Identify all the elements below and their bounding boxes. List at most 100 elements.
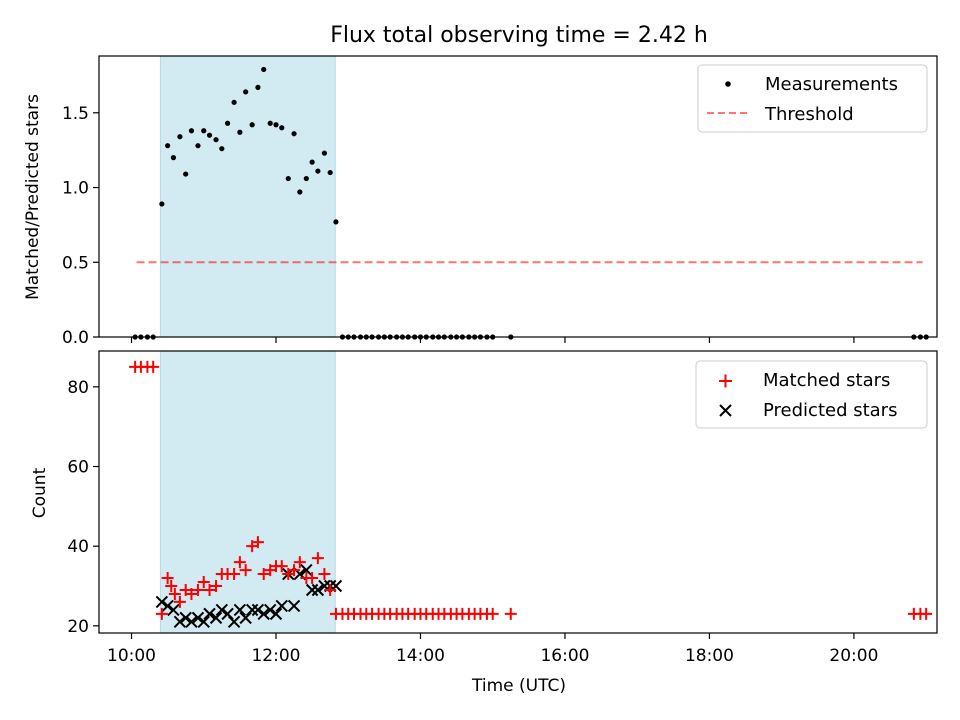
bottom-legend-box [695, 360, 928, 429]
measurement-point [255, 84, 261, 90]
predicted-star-marker [185, 615, 198, 629]
top-legend: Measurements Threshold [697, 64, 928, 133]
measurement-point [333, 219, 339, 225]
matched-star-marker [161, 572, 174, 585]
predicted-star-marker [311, 583, 325, 597]
predicted-star-marker [264, 603, 277, 617]
top-legend-box [697, 64, 928, 133]
predicted-star-marker [203, 607, 216, 621]
measurement-point [201, 128, 207, 134]
top-y-axis-label: Matched/Predicted stars [23, 94, 43, 300]
bottom-legend: Matched stars Predicted stars [695, 360, 928, 429]
predicted-star-marker [300, 563, 313, 577]
top-panel: 0.0 0.5 1.0 1.5 Matched/Predicted stars Mea… [23, 55, 938, 348]
predicted-star-marker [215, 603, 229, 617]
top-y-tick-label: 1.5 [62, 104, 89, 124]
matched-star-marker [203, 583, 216, 596]
legend-measurements-label: Measurements [765, 74, 898, 95]
bot-observing-window [159, 350, 336, 634]
predicted-star-marker [191, 611, 205, 625]
matched-star-marker [306, 572, 319, 585]
measurement-point [303, 175, 309, 182]
bottom-panel-frame [98, 350, 938, 634]
legend-matched-label: Matched stars [763, 370, 890, 391]
legend-predicted-label: Predicted stars [763, 400, 897, 421]
predicted-star-marker [155, 595, 169, 609]
x-tick-label: 14:00 [396, 646, 445, 666]
measurement-point [261, 66, 267, 73]
measurement-point [219, 146, 225, 152]
x-tick-label: 12:00 [251, 646, 300, 666]
predicted-star-marker [179, 611, 192, 625]
top-y-tick-label: 0.5 [62, 253, 89, 273]
predicted-star-marker [227, 615, 241, 629]
measurement-point [243, 89, 249, 95]
matched-star-marker [155, 607, 168, 620]
measurement-point [183, 171, 189, 177]
measurement-point [321, 150, 327, 156]
top-observing-window [159, 55, 336, 338]
predicted-star-marker [197, 615, 210, 629]
matched-star-marker [173, 595, 186, 608]
legend-threshold-label: Threshold [764, 104, 854, 125]
legend-matched-marker [719, 374, 732, 388]
matched-star-marker [165, 580, 178, 592]
predicted-star-marker [239, 611, 252, 625]
predicted-star-marker [305, 583, 319, 597]
x-tick-label: 16:00 [540, 646, 589, 666]
measurement-point [327, 169, 333, 176]
matched-star-marker [197, 576, 210, 589]
measurement-point [309, 159, 315, 165]
bottom-y-axis-label: Count [30, 467, 50, 518]
matched-star-marker [257, 568, 270, 581]
predicted-star-marker [257, 607, 270, 621]
measurement-point [188, 128, 195, 134]
predicted-star-marker [173, 615, 187, 629]
x-tick-label: 20:00 [829, 646, 878, 666]
matched-star-marker [504, 607, 517, 620]
predicted-star-marker [161, 599, 174, 613]
x-tick-label: 10:00 [107, 646, 156, 666]
predicted-star-marker [233, 603, 247, 617]
measurement-point [213, 137, 219, 143]
measurement-point [206, 132, 213, 138]
measurement-point [165, 143, 171, 149]
measurement-point [195, 143, 201, 149]
matched-star-marker [228, 568, 241, 581]
matched-star-marker [251, 536, 264, 549]
bot-y-tick-label: 20 [67, 617, 89, 637]
matched-star-marker [191, 583, 204, 596]
top-y-tick-label: 1.0 [62, 179, 89, 199]
measurement-point [291, 131, 297, 137]
measurement-point [279, 125, 285, 131]
bot-y-tick-label: 60 [67, 458, 89, 478]
matched-star-marker [239, 564, 252, 577]
matched-star-marker [233, 556, 246, 569]
predicted-star-marker [251, 603, 265, 617]
matched-star-marker [293, 556, 306, 569]
matched-star-marker [920, 607, 933, 620]
measurement-point [297, 189, 303, 195]
matched-star-marker [147, 360, 160, 373]
predicted-star-marker [287, 599, 301, 613]
x-axis-label: Time (UTC) [471, 676, 566, 696]
predicted-star-marker [209, 611, 223, 625]
predicted-star-marker [275, 599, 288, 613]
matched-star-marker [288, 564, 301, 577]
measurement-point [285, 175, 291, 182]
measurement-point [177, 134, 183, 140]
top-panel-frame [98, 55, 938, 338]
predicted-star-marker [167, 603, 180, 617]
measurement-point [315, 168, 321, 174]
measurement-point [249, 122, 255, 128]
matched-star-marker [275, 560, 288, 573]
predicted-star-marker [245, 603, 259, 617]
bot-y-tick-label: 80 [67, 378, 89, 398]
chart-title: Flux total observing time = 2.42 h [330, 23, 708, 48]
matched-star-marker [486, 607, 499, 620]
measurement-point [224, 120, 231, 126]
matched-star-marker [185, 587, 198, 600]
bot-y-tick-label: 40 [67, 537, 89, 557]
matched-star-marker [324, 583, 337, 596]
